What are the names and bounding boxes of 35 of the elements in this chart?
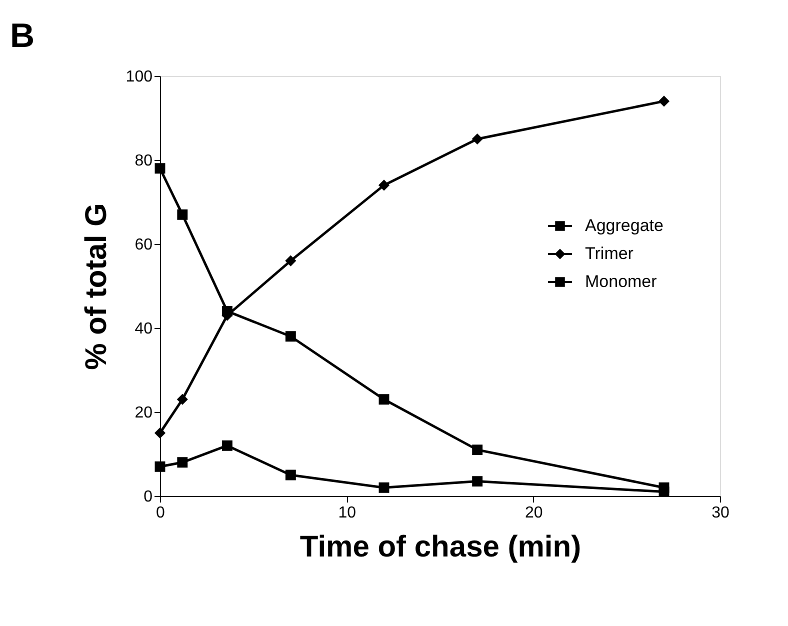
- point: [658, 482, 670, 493]
- point: [154, 163, 166, 174]
- point: [378, 394, 390, 405]
- point: [378, 180, 390, 190]
- y-tick-label: 20: [134, 404, 153, 422]
- y-axis-title: % of total G: [80, 203, 113, 370]
- point: [222, 306, 232, 316]
- point: [177, 209, 188, 220]
- x-tick-label: 0: [156, 504, 166, 522]
- chart-title: B: [10, 17, 35, 55]
- point: [285, 470, 296, 480]
- y-tick-label: 100: [126, 68, 153, 86]
- point: [658, 96, 670, 106]
- y-tick-label: 0: [144, 488, 153, 506]
- x-axis-title: Time of chase (min): [300, 530, 582, 564]
- point: [285, 256, 296, 266]
- point: [222, 440, 232, 451]
- point: [378, 482, 390, 493]
- point: [154, 428, 166, 438]
- y-tick-label: 60: [134, 236, 153, 254]
- x-tick-label: 30: [712, 504, 730, 522]
- legend-label: Aggregate: [585, 216, 664, 235]
- point: [154, 461, 166, 472]
- legend-label: Monomer: [585, 272, 658, 291]
- y-tick-label: 40: [134, 320, 153, 338]
- point: [177, 457, 188, 468]
- point: [177, 394, 188, 405]
- x-tick-label: 10: [338, 504, 356, 522]
- point: [472, 134, 483, 144]
- y-tick-label: 80: [134, 152, 153, 170]
- legend-label: Trimer: [585, 244, 634, 263]
- x-tick-label: 20: [524, 504, 543, 522]
- point: [472, 444, 483, 456]
- point: [285, 331, 296, 342]
- point: [472, 476, 483, 487]
